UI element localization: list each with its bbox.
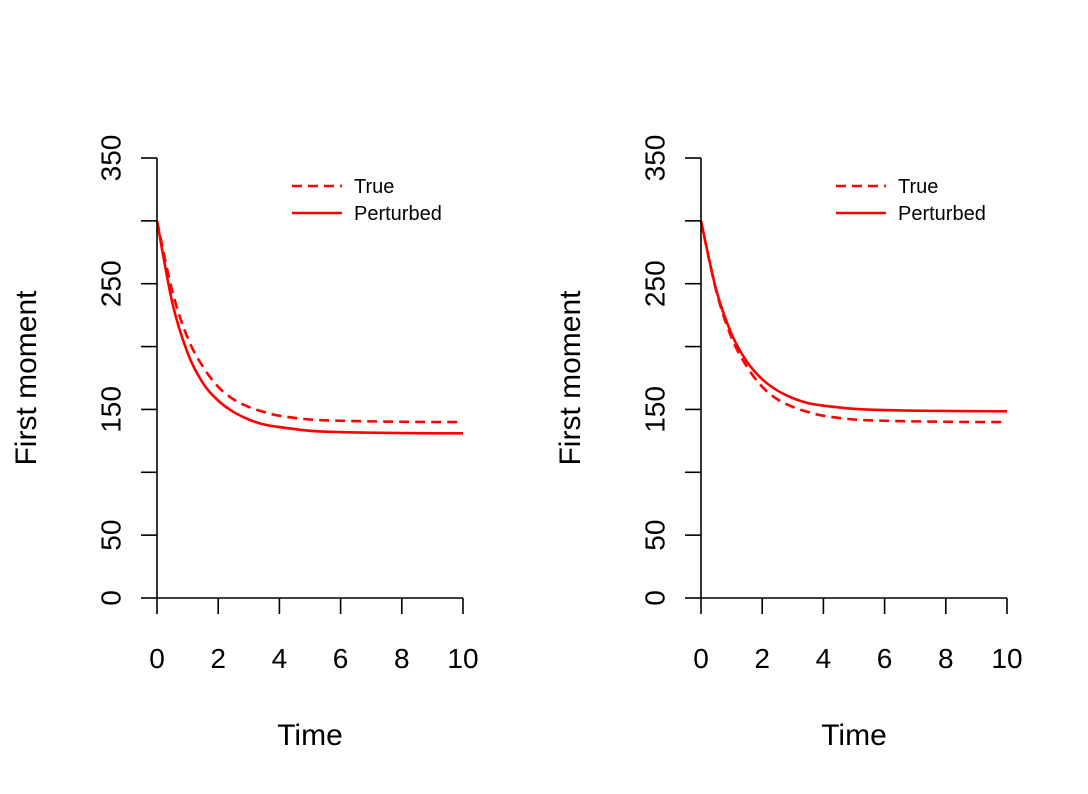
x-ticks: 0 2 4 6 8 10 [693,598,1023,674]
y-ticks: 0 50 150 250 350 [96,135,157,606]
y-tick-label: 150 [640,386,671,433]
y-tick-label: 50 [640,520,671,551]
y-tick-label: 250 [96,260,127,307]
legend-label-true: True [354,176,394,198]
legend-label-perturbed: Perturbed [354,203,442,225]
y-tick-label: 150 [96,386,127,433]
data-lines [155,220,464,435]
x-tick-label: 4 [272,643,288,674]
y-tick-label: 0 [640,590,671,606]
series-line-perturbed [699,220,1008,413]
x-tick-label: 10 [447,643,478,674]
y-ticks: 0 50 150 250 350 [640,135,701,606]
x-tick-label: 4 [816,643,832,674]
x-tick-label: 0 [149,643,165,674]
x-tick-label: 2 [754,643,770,674]
x-tick-label: 8 [938,643,954,674]
y-axis-title: First moment [554,290,587,466]
series-line-true [699,220,1008,424]
x-tick-label: 10 [991,643,1022,674]
x-ticks: 0 2 4 6 8 10 [149,598,479,674]
legend: True Perturbed [292,176,442,225]
x-tick-label: 0 [693,643,709,674]
plot-panel-left: 0 2 4 6 8 10 0 50 150 250 350 Time First moment T… [10,135,479,752]
legend-label-perturbed: Perturbed [898,203,986,225]
x-tick-label: 6 [877,643,893,674]
y-tick-label: 350 [640,135,671,182]
x-tick-label: 8 [394,643,410,674]
y-tick-label: 50 [96,520,127,551]
plot-panel-right: 0 2 4 6 8 10 0 50 150 250 350 Time First moment T… [554,135,1023,752]
x-tick-label: 6 [333,643,349,674]
x-axis-title: Time [821,719,887,752]
y-tick-label: 250 [640,260,671,307]
y-tick-label: 0 [96,590,127,606]
y-axis-title: First moment [10,290,43,466]
x-tick-label: 2 [210,643,226,674]
legend: True Perturbed [836,176,986,225]
series-line-perturbed [155,220,464,435]
series-line-true [155,220,464,424]
data-lines [699,220,1008,424]
y-tick-label: 350 [96,135,127,182]
x-axis-title: Time [277,719,343,752]
legend-label-true: True [898,176,938,198]
